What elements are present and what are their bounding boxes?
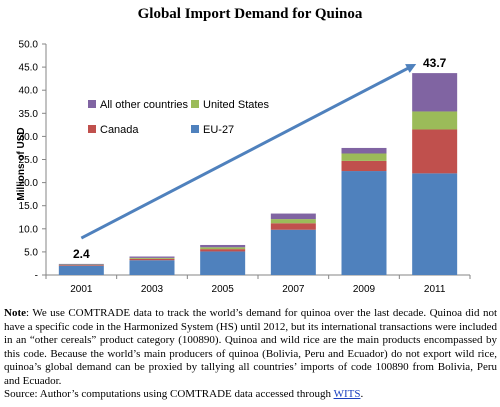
bar-canada-2009	[341, 160, 387, 172]
y-tick-label: 5.0	[24, 247, 38, 258]
source-line: Source: Author’s computations using COMT…	[4, 388, 497, 400]
x-tick-label: 2007	[282, 284, 305, 295]
bar-all-other-countries-2007	[270, 213, 316, 220]
bar-all-other-countries-2011	[412, 73, 458, 112]
stacked-bar-chart: Millions of USD 2001 2003 2005 2007 2009 2011…	[16, 40, 471, 295]
legend-label-canada: Canada	[100, 124, 139, 136]
bar-canada-2001	[58, 265, 104, 266]
x-tick-label: 2011	[424, 284, 446, 295]
bar-canada-2003	[129, 258, 175, 261]
legend-swatch-united-states	[191, 100, 199, 108]
bar-canada-2011	[412, 129, 458, 174]
y-tick-label: -	[35, 271, 38, 282]
x-tick-label: 2009	[353, 284, 376, 295]
legend-swatch-canada	[88, 125, 96, 133]
y-tick-label: 20.0	[19, 178, 39, 189]
legend-swatch-eu-27	[191, 125, 199, 133]
x-tick-label: 2005	[212, 284, 235, 295]
axes	[42, 43, 471, 279]
data-label-2011: 43.7	[423, 56, 447, 70]
y-tick-label: 10.0	[19, 224, 39, 235]
y-tick-label: 40.0	[19, 86, 39, 97]
y-tick-label: 45.0	[19, 63, 39, 74]
x-tick-label: 2001	[70, 284, 93, 295]
note-text: : We use COMTRADE data to track the worl…	[4, 307, 497, 387]
bar-all-other-countries-2005	[200, 244, 246, 248]
bar-eu-27-2001	[58, 265, 104, 275]
source-suffix: .	[360, 388, 364, 400]
bar-united-states-2005	[200, 247, 246, 250]
legend-swatch-all-other-countries	[88, 100, 96, 108]
legend-label-all-other-countries: All other countries	[100, 99, 189, 111]
bars	[58, 73, 458, 275]
bar-eu-27-2011	[412, 173, 458, 275]
bar-eu-27-2003	[129, 260, 175, 275]
y-tick-label: 35.0	[19, 109, 39, 120]
bar-all-other-countries-2003	[129, 256, 175, 258]
bar-all-other-countries-2009	[341, 147, 387, 154]
footnote: Note: We use COMTRADE data to track the …	[4, 307, 497, 389]
y-tick-labels: - 5.0 10.0 15.0 20.0 25.0 30.0 35.0 40.0 45.0 50.0	[19, 40, 39, 282]
data-labels: 2.4 43.7	[73, 56, 447, 261]
trend-arrow-line	[80, 63, 417, 240]
bar-canada-2005	[200, 249, 246, 252]
trend-arrow	[80, 63, 417, 240]
x-tick-labels: 2001 2003 2005 2007 2009 2011	[70, 284, 446, 295]
x-tick-label: 2003	[141, 284, 164, 295]
note-label: Note	[4, 307, 26, 319]
bar-eu-27-2005	[200, 251, 246, 275]
bar-canada-2007	[270, 223, 316, 230]
legend: All other countries United States Canada EU…	[88, 99, 270, 136]
y-axis-label: Millions of USD	[16, 127, 27, 200]
y-tick-label: 25.0	[19, 155, 39, 166]
source-text: Source: Author’s computations using COMT…	[4, 388, 334, 400]
legend-label-united-states: United States	[203, 99, 270, 111]
bar-eu-27-2009	[341, 171, 387, 275]
bar-united-states-2003	[129, 257, 175, 259]
bar-united-states-2007	[270, 219, 316, 224]
bar-united-states-2009	[341, 153, 387, 161]
bar-all-other-countries-2001	[58, 263, 104, 265]
y-tick-label: 30.0	[19, 132, 39, 143]
data-label-2001: 2.4	[73, 247, 90, 261]
chart-title: Global Import Demand for Quinoa	[137, 6, 363, 22]
legend-label-eu-27: EU-27	[203, 124, 234, 136]
y-tick-label: 50.0	[19, 40, 39, 51]
y-tick-label: 15.0	[19, 201, 39, 212]
wits-link[interactable]: WITS	[333, 388, 361, 400]
bar-united-states-2011	[412, 111, 458, 130]
bar-eu-27-2007	[270, 229, 316, 275]
